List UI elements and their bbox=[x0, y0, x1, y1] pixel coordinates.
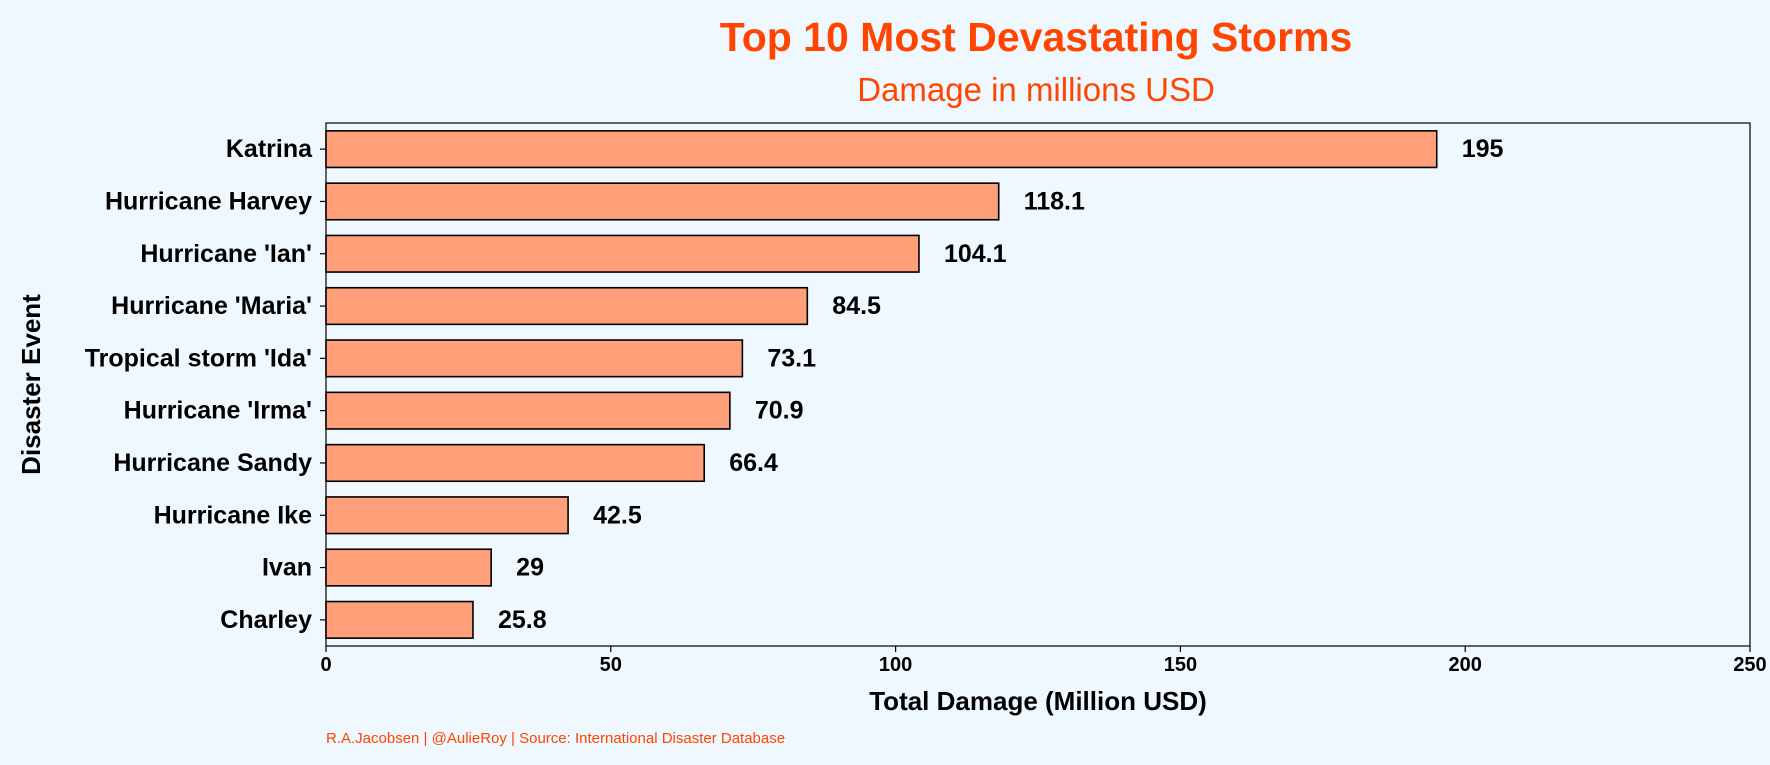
data-label: 29 bbox=[516, 554, 544, 582]
bar bbox=[325, 339, 744, 378]
chart-subtitle: Damage in millions USD bbox=[857, 71, 1215, 108]
x-tick-label: 200 bbox=[1449, 654, 1482, 676]
x-tick-label: 100 bbox=[879, 654, 912, 676]
y-tick-label: Ivan bbox=[262, 554, 312, 582]
data-label: 84.5 bbox=[832, 292, 881, 320]
y-tick-label: Hurricane 'Irma' bbox=[124, 397, 312, 425]
y-tick-label: Hurricane 'Maria' bbox=[111, 292, 312, 320]
bar bbox=[325, 391, 731, 430]
data-label: 70.9 bbox=[755, 397, 804, 425]
bar bbox=[325, 496, 569, 535]
x-tick-label: 50 bbox=[600, 654, 622, 676]
bar bbox=[325, 286, 809, 326]
y-tick-label: Hurricane Ike bbox=[154, 501, 313, 529]
bar bbox=[325, 548, 492, 587]
x-tick-label: 250 bbox=[1733, 654, 1766, 676]
y-tick-label: Charley bbox=[220, 606, 312, 634]
x-tick-label: 150 bbox=[1164, 654, 1197, 676]
y-tick-label: Hurricane 'Ian' bbox=[140, 240, 312, 268]
data-label: 66.4 bbox=[729, 449, 778, 477]
data-label: 25.8 bbox=[498, 606, 547, 634]
bar bbox=[325, 130, 1438, 169]
data-label: 42.5 bbox=[593, 501, 642, 529]
y-tick-label: Katrina bbox=[226, 135, 313, 163]
chart-title: Top 10 Most Devastating Storms bbox=[720, 14, 1353, 60]
bar bbox=[325, 234, 920, 273]
plot-panel-border bbox=[325, 122, 1751, 647]
data-label: 73.1 bbox=[767, 344, 816, 372]
bar bbox=[325, 600, 474, 639]
data-label: 195 bbox=[1462, 135, 1504, 163]
x-axis-label: Total Damage (Million USD) bbox=[869, 686, 1207, 716]
y-tick-label: Tropical storm 'Ida' bbox=[85, 344, 312, 372]
data-label: 118.1 bbox=[1024, 187, 1085, 215]
bar bbox=[325, 443, 706, 483]
data-label: 104.1 bbox=[944, 240, 1007, 268]
y-axis-label: Disaster Event bbox=[16, 294, 46, 475]
x-tick-label: 0 bbox=[320, 654, 331, 676]
chart-caption: R.A.Jacobsen | @AulieRoy | Source: Inter… bbox=[326, 730, 785, 747]
bar bbox=[325, 182, 1000, 221]
y-tick-label: Hurricane Harvey bbox=[105, 187, 312, 215]
y-tick-label: Hurricane Sandy bbox=[113, 449, 312, 477]
